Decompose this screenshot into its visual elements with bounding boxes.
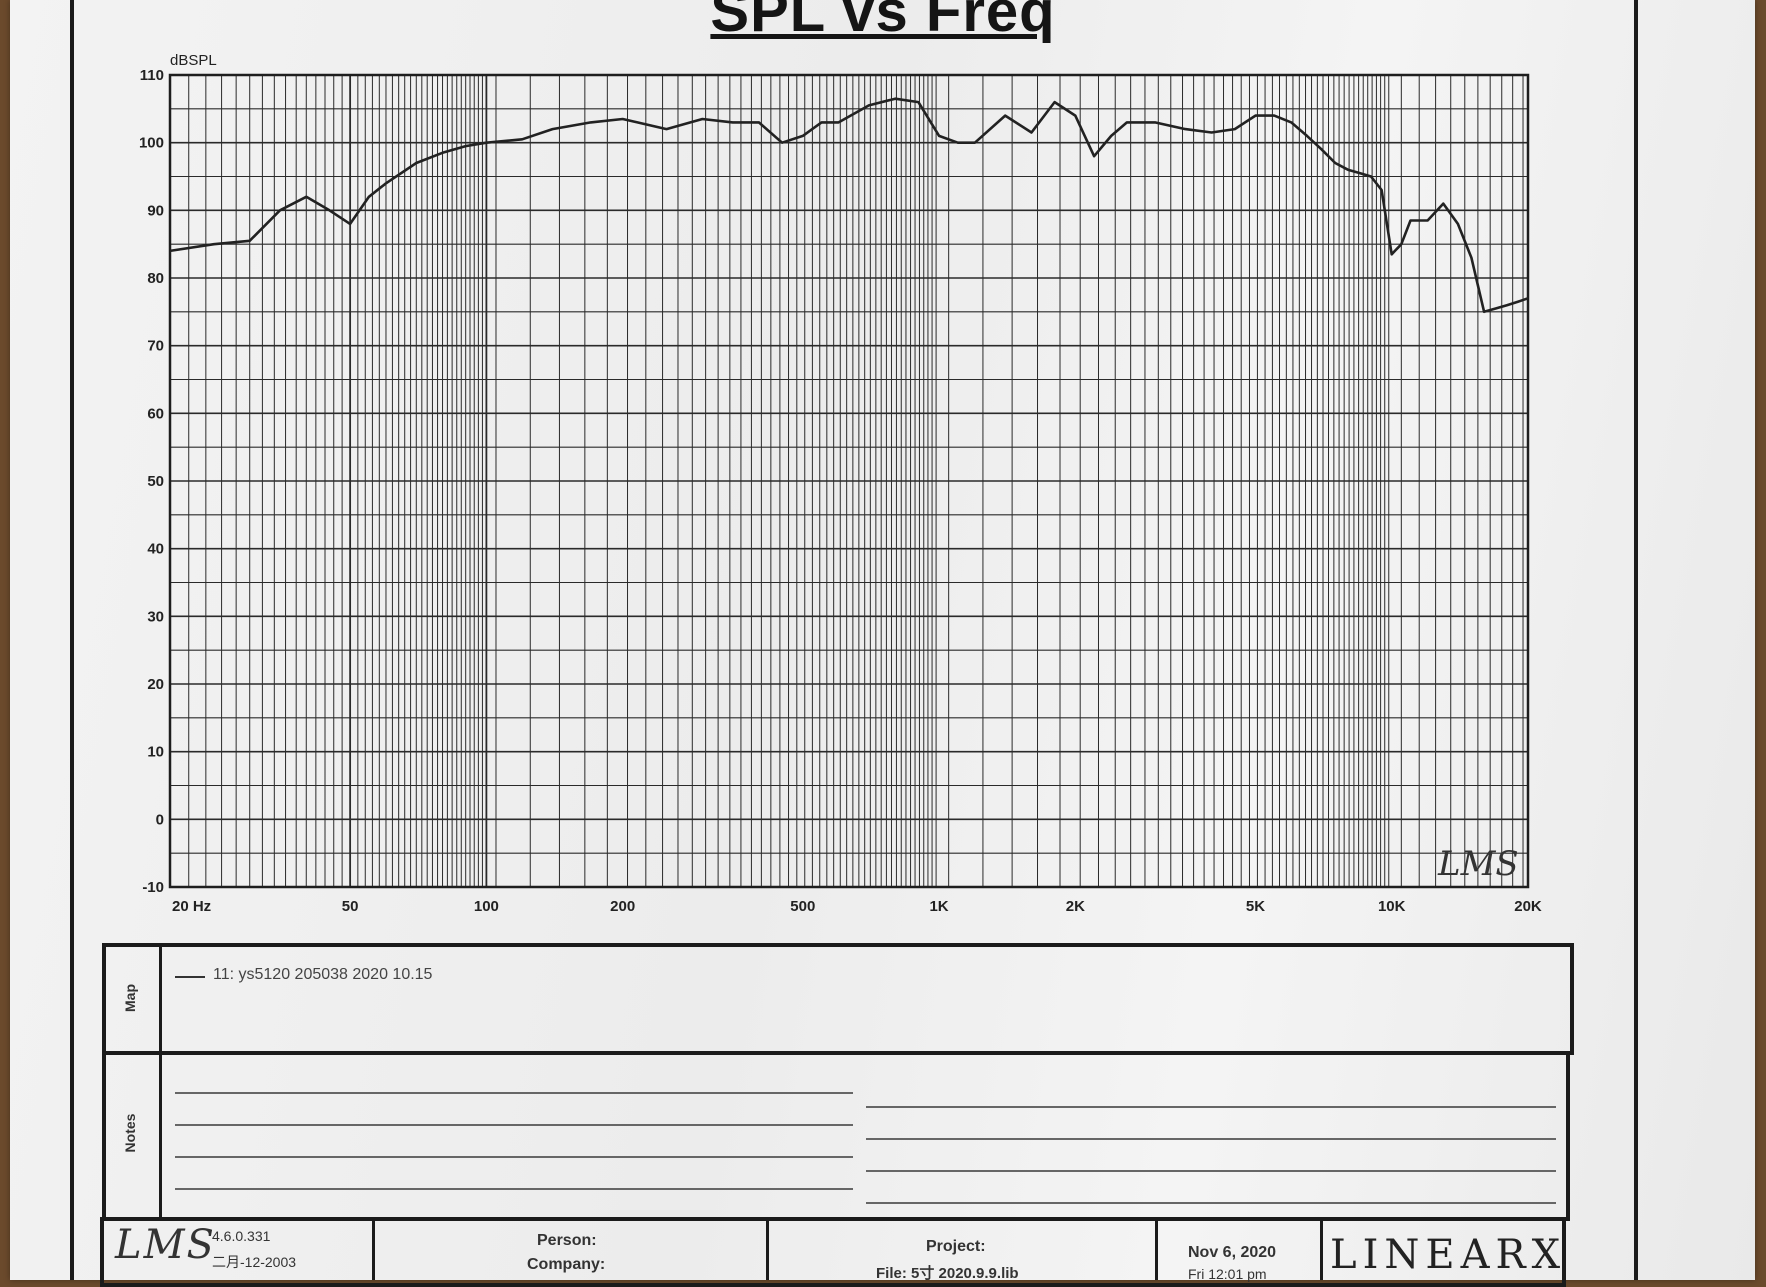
plot-frame: [168, 73, 1530, 889]
y-tick-label: 40: [147, 541, 164, 558]
y-tick-label: 110: [140, 67, 164, 84]
build-date: 二月-12-2003: [212, 1254, 297, 1270]
x-tick-label: 50: [342, 898, 359, 915]
note-line: [175, 1188, 853, 1190]
footer-divider: [372, 1218, 375, 1280]
lms-watermark: LMS: [1437, 844, 1519, 884]
x-tick-label: 200: [610, 898, 635, 915]
legend-entry: 11: ys5120 205038 2020 10.15: [213, 966, 433, 983]
company-label: Company:: [527, 1256, 606, 1273]
note-line: [866, 1202, 1556, 1204]
chart-grid: [169, 74, 1528, 888]
x-tick-label: 10K: [1378, 898, 1406, 915]
x-tick-label: 20 Hz: [172, 898, 211, 915]
note-line: [866, 1170, 1556, 1172]
notes-side-label: Notes: [122, 1113, 138, 1153]
file-label: File: 5寸 2020.9.9.lib: [876, 1265, 1019, 1282]
x-tick-label: 2K: [1066, 898, 1085, 915]
footer-divider: [1320, 1218, 1323, 1280]
y-tick-label: 80: [147, 270, 164, 287]
x-tick-label: 5K: [1246, 898, 1265, 915]
x-tick-label: 1K: [929, 898, 948, 915]
footer-divider: [1155, 1218, 1158, 1280]
software-version: 4.6.0.331: [212, 1228, 271, 1244]
y-tick-label: 90: [147, 202, 164, 219]
paper-sheet: [10, 0, 1755, 1280]
note-line: [175, 1092, 853, 1094]
note-line: [175, 1124, 853, 1126]
notes-box: [102, 1051, 1570, 1221]
y-tick-label: 30: [147, 608, 164, 625]
footer-divider: [766, 1218, 769, 1280]
x-tick-label: 500: [790, 898, 815, 915]
map-side-label: Map: [122, 984, 138, 1012]
y-tick-label: 10: [147, 744, 164, 761]
y-tick-label: 100: [139, 135, 164, 152]
x-tick-label: 100: [474, 898, 499, 915]
note-line: [175, 1156, 853, 1158]
lms-logo: LMS: [115, 1222, 216, 1268]
x-tick-labels: 20 Hz 50 100 200 500 1K 2K 5K 10K 20K: [172, 898, 1542, 915]
note-line: [866, 1138, 1556, 1140]
chart-title: SPL vs Freq: [710, 0, 1056, 44]
note-line: [866, 1106, 1556, 1108]
series-line-ys5120: [169, 97, 1529, 314]
y-tick-label: -10: [142, 879, 164, 896]
legend-swatch: [175, 976, 205, 978]
x-tick-label: 20K: [1514, 898, 1542, 915]
person-label: Person:: [537, 1232, 597, 1249]
project-label: Project:: [926, 1238, 986, 1255]
y-tick-label: 0: [156, 811, 164, 828]
y-tick-label: 60: [147, 405, 164, 422]
y-tick-label: 20: [147, 676, 164, 693]
y-axis-label: dBSPL: [170, 52, 217, 69]
y-tick-label: 50: [147, 473, 164, 490]
y-tick-label: 70: [147, 338, 164, 355]
linearx-brand: LINEARX: [1330, 1232, 1567, 1278]
report-date: Nov 6, 2020: [1188, 1244, 1277, 1261]
report-time: Fri 12:01 pm: [1188, 1266, 1267, 1282]
sheet-frame: [70, 0, 1638, 1280]
map-box: [102, 943, 1574, 1055]
